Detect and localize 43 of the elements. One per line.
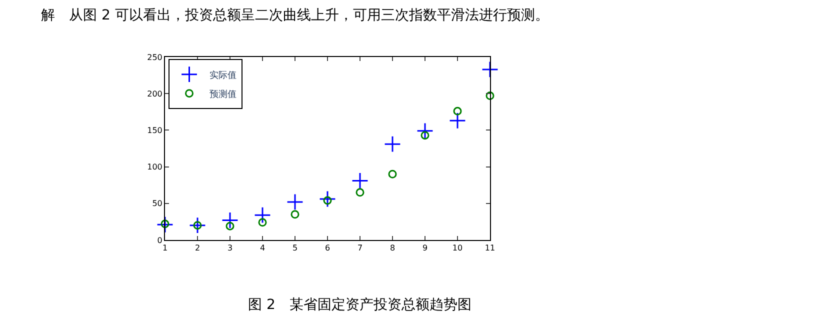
legend-label: 预测值 [209,88,236,100]
point [323,196,332,205]
point [189,216,206,234]
x-tick-label: 11 [484,244,496,253]
x-tick-label: 4 [260,244,266,253]
y-tick-label: 50 [152,199,162,208]
point [160,220,170,228]
point [258,218,267,227]
point [416,122,434,140]
point [352,172,368,190]
x-tick-label: 7 [357,244,363,253]
point [384,136,401,153]
x-tick-label: 1 [162,244,168,253]
point [388,170,397,178]
point [226,222,234,230]
chart-title: 解 从图 2 可以看出，投资总额呈二次曲线上升，可用三次指数平滑法进行预测。 [41,8,549,24]
x-tick-label: 10 [452,244,463,253]
caption: 图 2 某省固定资产投资总额趋势图 [248,297,472,313]
y-tick-label: 250 [147,52,162,62]
x-tick-label: 8 [390,244,396,253]
y-tick-label: 100 [147,162,162,172]
y-tick-label: 0 [157,236,162,245]
point [482,60,498,78]
x-tick-label: 3 [227,244,233,253]
point [356,188,364,197]
point [486,92,494,100]
point [290,210,300,219]
point [156,216,174,234]
y-tick-label: 150 [147,126,162,135]
point [286,193,304,210]
point [222,212,238,229]
point [449,112,466,130]
point [319,190,336,208]
x-tick-label: 9 [422,244,428,253]
x-tick-label: 6 [324,244,330,253]
y-tick-label: 200 [147,89,162,98]
point [193,221,202,230]
point [453,106,462,116]
x-tick-label: 2 [194,244,200,253]
x-tick-label: 5 [292,244,298,253]
point [420,131,430,140]
point [254,206,271,224]
legend-label: 实际值 [209,70,236,81]
